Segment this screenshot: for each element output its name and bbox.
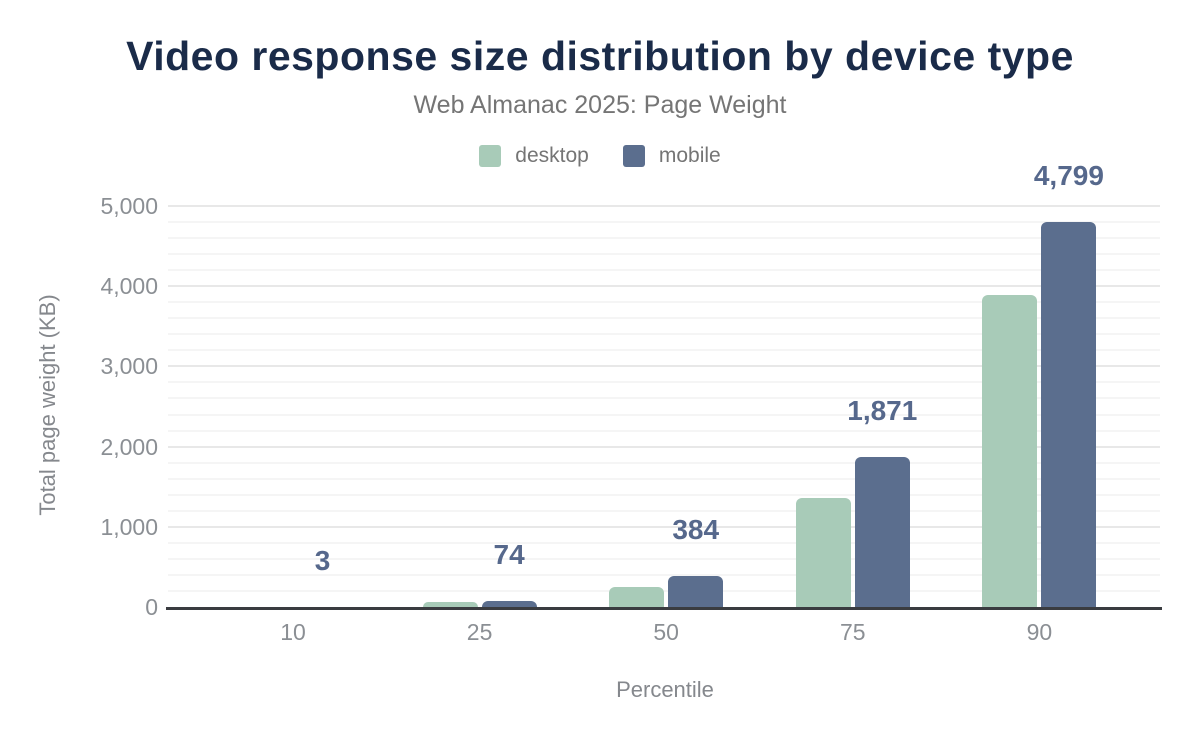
x-tick-label-10: 10 [280,619,306,645]
minor-gridline-3200 [168,349,1160,352]
minor-gridline-4200 [168,269,1160,272]
y-tick-label-3000: 3,000 [100,353,158,380]
x-tick-label-25: 25 [466,619,493,645]
bar-desktop-p75 [795,497,851,607]
legend-label-desktop: desktop [515,144,589,167]
minor-gridline-400 [168,573,1160,576]
legend-label-mobile: mobile [658,144,721,167]
y-tick-label-1000: 1,000 [100,513,158,540]
y-axis-title: Total page weight (KB) [35,294,60,516]
bar-mobile-p75 [854,456,910,607]
data-label-mobile-p50: 384 [672,514,720,546]
data-label-mobile-p10: 3 [314,545,331,576]
bar-desktop-p50 [609,587,665,607]
bar-mobile-p90 [1041,222,1097,607]
bar-mobile-p50 [668,576,724,607]
minor-gridline-2200 [168,429,1160,432]
minor-gridline-1600 [168,477,1160,480]
x-tick-label-90: 90 [1026,619,1053,645]
chart-subtitle: Web Almanac 2025: Page Weight [413,91,787,119]
bar-desktop-p25 [422,602,478,607]
x-axis-title: Percentile [616,677,714,702]
data-label-mobile-p75: 1,871 [847,394,918,426]
chart-title: Video response size distribution by devi… [126,33,1074,79]
y-tick-label-2000: 2,000 [100,433,158,460]
major-gridline-5000 [168,205,1160,207]
data-label-mobile-p90: 4,799 [1033,160,1104,192]
minor-gridline-1200 [168,509,1160,512]
minor-gridline-2800 [168,381,1160,384]
data-label-mobile-p25: 74 [493,539,525,571]
major-gridline-2000 [168,445,1160,448]
x-tick-label-50: 50 [653,619,679,645]
minor-gridline-2600 [168,397,1160,400]
legend-item-desktop: desktop [479,144,589,168]
minor-gridline-800 [168,541,1160,544]
y-tick-label-5000: 5,000 [100,193,158,219]
minor-gridline-3600 [168,317,1160,320]
minor-gridline-4800 [168,221,1160,224]
minor-gridline-200 [168,589,1160,592]
minor-gridline-2400 [168,413,1160,416]
legend-swatch-desktop [479,145,502,167]
minor-gridline-1800 [168,461,1160,464]
minor-gridline-600 [168,557,1160,560]
x-axis-line [166,607,1162,610]
minor-gridline-3400 [168,333,1160,336]
y-tick-label-0: 0 [145,594,158,620]
minor-gridline-4600 [168,237,1160,240]
bar-mobile-p25 [481,601,537,607]
legend: desktop mobile [0,144,1200,168]
legend-swatch-mobile [622,145,645,167]
major-gridline-1000 [168,525,1160,528]
bar-desktop-p90 [982,295,1038,607]
x-tick-label-75: 75 [840,619,866,645]
legend-item-mobile: mobile [622,144,721,168]
minor-gridline-4400 [168,253,1160,256]
minor-gridline-3800 [168,301,1160,304]
minor-gridline-1400 [168,493,1160,496]
y-tick-label-4000: 4,000 [100,273,158,300]
major-gridline-3000 [168,365,1160,368]
major-gridline-4000 [168,285,1160,288]
